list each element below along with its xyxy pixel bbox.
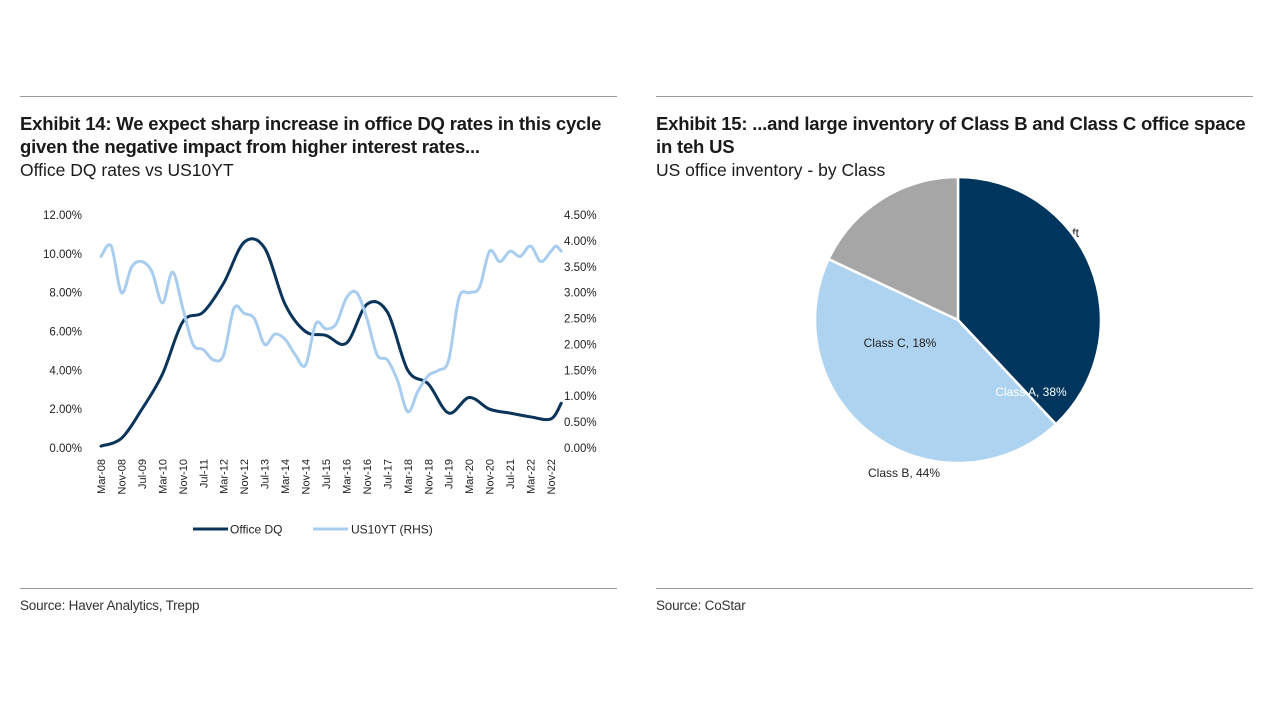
x-axis-tick-label: Jul-13 xyxy=(260,459,272,489)
x-axis-tick-label: Jul-17 xyxy=(382,459,394,489)
right-axis-tick-label: 0.50% xyxy=(564,417,597,429)
left-axis-tick-label: 8.00% xyxy=(49,288,82,300)
pie-slice-label: Class A, 38% xyxy=(995,385,1067,399)
bottom-rule xyxy=(656,588,1253,589)
x-axis-tick-label: Jul-21 xyxy=(505,459,517,489)
top-rule xyxy=(656,96,1253,97)
x-axis-tick-label: Mar-08 xyxy=(96,459,108,494)
pie-slice-label: Class C, 18% xyxy=(864,336,937,350)
x-axis-tick-label: Jul-11 xyxy=(198,459,210,488)
exhibit-15-subtitle: US office inventory - by Class xyxy=(656,160,886,180)
x-axis-tick-label: Jul-15 xyxy=(321,459,333,489)
left-axis-tick-label: 4.00% xyxy=(49,365,82,377)
x-axis-tick-label: Jul-09 xyxy=(137,459,149,489)
x-axis-tick-label: Mar-14 xyxy=(280,459,292,494)
x-axis-tick-label: Nov-16 xyxy=(362,459,374,494)
right-axis-tick-label: 1.50% xyxy=(564,365,597,377)
legend-label-us10yt: US10YT (RHS) xyxy=(351,523,433,537)
right-axis-tick-label: 4.50% xyxy=(564,210,597,222)
top-rule xyxy=(20,96,617,97)
x-axis-tick-label: Nov-10 xyxy=(178,459,190,494)
x-axis-tick-label: Nov-20 xyxy=(485,459,497,494)
x-axis-tick-label: Mar-18 xyxy=(403,459,415,494)
office-dq-series-line xyxy=(99,237,563,448)
pie-slice-class-a xyxy=(956,175,1103,427)
us10yt-series-line xyxy=(99,243,563,414)
x-axis-tick-label: Mar-12 xyxy=(219,459,231,494)
left-axis-tick-label: 6.00% xyxy=(49,327,82,339)
x-axis-tick-label: Nov-12 xyxy=(239,459,251,494)
exhibit-14-title: Exhibit 14: We expect sharp increase in … xyxy=(20,113,602,157)
pie-slice-label: Class B, 44% xyxy=(868,466,940,480)
x-axis-tick-label: Jul-19 xyxy=(444,459,456,489)
pie-slice-class-b xyxy=(813,257,1058,465)
right-axis-tick-label: 4.00% xyxy=(564,236,597,248)
exhibit-14-panel: Exhibit 14: We expect sharp increase in … xyxy=(20,96,617,613)
x-axis-tick-label: Mar-16 xyxy=(341,459,353,494)
legend-label-office-dq: Office DQ xyxy=(230,523,282,537)
exhibit-14-source: Source: Haver Analytics, Trepp xyxy=(20,598,200,613)
left-axis-tick-label: 0.00% xyxy=(49,443,82,455)
left-axis-tick-label: 12.00% xyxy=(43,210,82,222)
exhibit-15-panel: Exhibit 15: ...and large inventory of Cl… xyxy=(656,96,1253,613)
right-axis-tick-label: 3.00% xyxy=(564,288,597,300)
exhibit-15-title: Exhibit 15: ...and large inventory of Cl… xyxy=(656,113,1246,157)
exhibit-15-source: Source: CoStar xyxy=(656,598,746,613)
x-axis-tick-label: Mar-20 xyxy=(464,459,476,494)
left-axis-tick-label: 2.00% xyxy=(49,404,82,416)
right-axis-tick-label: 3.50% xyxy=(564,262,597,274)
right-axis-tick-label: 2.00% xyxy=(564,339,597,351)
right-axis-tick-label: 0.00% xyxy=(564,443,597,455)
x-axis-tick-label: Nov-14 xyxy=(301,459,313,494)
pie-slice-class-c xyxy=(826,175,960,322)
x-axis-tick-label: Nov-08 xyxy=(116,459,128,494)
chart-legend: Office DQ US10YT (RHS) xyxy=(193,523,433,537)
x-axis-tick-label: Nov-22 xyxy=(546,459,558,494)
bottom-rule xyxy=(20,588,617,589)
left-axis-tick-label: 10.00% xyxy=(43,249,82,261)
right-axis-tick-label: 2.50% xyxy=(564,314,597,326)
exhibit-14-subtitle: Office DQ rates vs US10YT xyxy=(20,160,234,180)
x-axis-tick-label: Nov-18 xyxy=(423,459,435,494)
right-axis-tick-label: 1.00% xyxy=(564,391,597,403)
office-inventory-pie-chart: Total US Office Inventory - 8.4bn sqftCl… xyxy=(813,175,1103,480)
office-dq-line-chart: 0.00% 2.00% 4.00% 6.00% 8.00% 10.00% 12.00% 0.0… xyxy=(43,210,597,537)
x-axis-tick-label: Mar-10 xyxy=(157,459,169,494)
x-axis-tick-label: Mar-22 xyxy=(526,459,538,494)
